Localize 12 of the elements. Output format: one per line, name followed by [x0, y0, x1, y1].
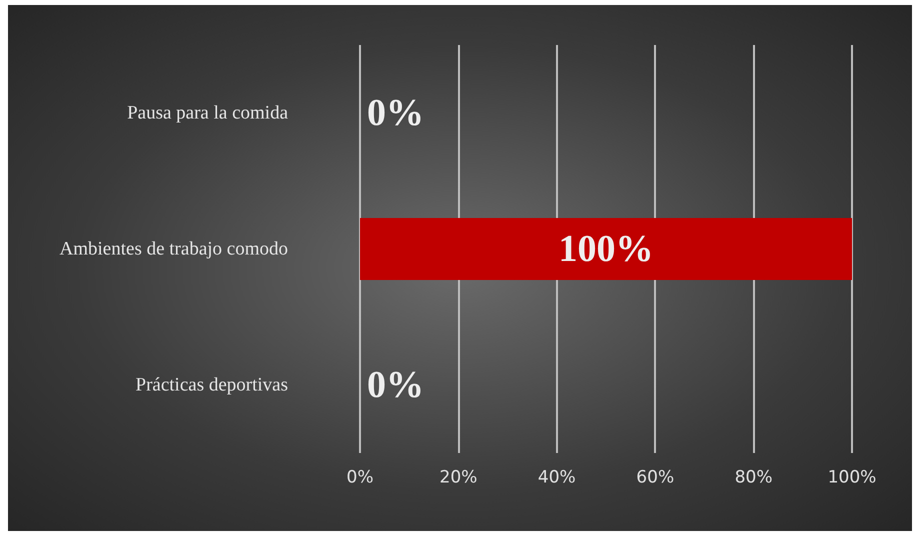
x-tick-label: 100%	[828, 468, 876, 488]
x-tick-label: 0%	[346, 468, 374, 488]
data-label: 100%	[558, 228, 654, 270]
data-label: 0%	[367, 364, 424, 406]
x-tick-label: 40%	[538, 468, 576, 488]
x-tick-label: 60%	[636, 468, 674, 488]
y-tick-label: Prácticas deportivas	[136, 374, 288, 396]
x-tick-label: 80%	[734, 468, 772, 488]
data-label: 0%	[367, 92, 424, 134]
y-tick-label: Ambientes de trabajo comodo	[60, 238, 288, 260]
x-tick-label: 20%	[440, 468, 478, 488]
y-tick-label: Pausa para la comida	[127, 102, 289, 124]
